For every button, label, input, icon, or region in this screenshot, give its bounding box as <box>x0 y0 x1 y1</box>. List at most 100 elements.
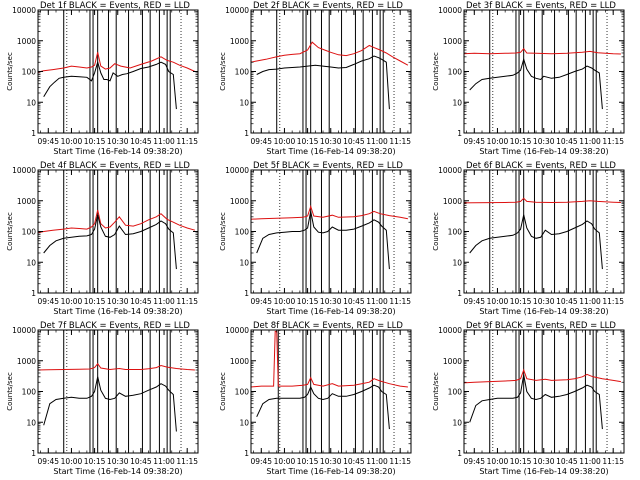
events-series-line <box>469 214 603 270</box>
y-axis-label: Counts/sec <box>219 212 227 251</box>
y-tick-label: 10 <box>239 98 249 107</box>
x-tick-label: 11:00 <box>366 457 388 466</box>
y-tick-label: 10 <box>239 258 249 267</box>
events-series-line <box>256 55 390 110</box>
x-tick-label: 09:45 <box>463 137 485 146</box>
x-tick-label: 11:15 <box>602 297 624 306</box>
y-tick-label: 100 <box>448 68 463 77</box>
y-tick-label: 1 <box>244 289 249 298</box>
events-series-line <box>43 214 177 270</box>
panel-title: Det 5f BLACK = Events, RED = LLD <box>253 161 403 171</box>
x-tick-label: 10:00 <box>61 137 83 146</box>
y-tick-label: 10000 <box>225 326 249 335</box>
x-tick-label: 11:15 <box>389 457 411 466</box>
y-tick-label: 100 <box>448 388 463 397</box>
y-tick-label: 10 <box>452 418 462 427</box>
y-tick-label: 10000 <box>12 326 36 335</box>
y-tick-label: 1000 <box>230 197 249 206</box>
y-tick-label: 1000 <box>230 37 249 46</box>
x-axis-label: Start Time (16-Feb-14 09:38:20) <box>479 307 608 316</box>
y-tick-label: 10 <box>452 98 462 107</box>
detector-panel: Det 2f BLACK = Events, RED = LLD 1 10 100 10… <box>219 1 412 156</box>
panel-title: Det 4f BLACK = Events, RED = LLD <box>40 161 190 171</box>
y-tick-label: 1000 <box>17 357 36 366</box>
x-tick-label: 11:15 <box>176 137 198 146</box>
x-tick-label: 10:15 <box>510 297 532 306</box>
events-series-line <box>256 384 390 430</box>
x-tick-label: 10:00 <box>61 297 83 306</box>
y-axis-label: Counts/sec <box>432 372 440 411</box>
lld-series-line <box>250 41 409 66</box>
y-axis-label: Counts/sec <box>6 52 14 91</box>
x-tick-label: 10:00 <box>487 457 509 466</box>
y-axis-label: Counts/sec <box>432 52 440 91</box>
detector-panel: Det 9f BLACK = Events, RED = LLD 1 10 100 10… <box>432 321 625 476</box>
x-tick-label: 09:45 <box>37 297 59 306</box>
x-axis-label: Start Time (16-Feb-14 09:38:20) <box>479 147 608 156</box>
x-axis-label: Start Time (16-Feb-14 09:38:20) <box>53 307 182 316</box>
y-tick-label: 1 <box>457 129 462 138</box>
x-tick-label: 10:30 <box>107 457 129 466</box>
y-tick-label: 1000 <box>443 197 462 206</box>
x-tick-label: 11:15 <box>176 297 198 306</box>
y-axis-label: Counts/sec <box>432 212 440 251</box>
y-tick-label: 10000 <box>12 166 36 175</box>
y-tick-label: 10000 <box>12 6 36 15</box>
x-tick-label: 10:00 <box>487 297 509 306</box>
x-axis-label: Start Time (16-Feb-14 09:38:20) <box>479 467 608 476</box>
x-tick-label: 10:45 <box>343 137 365 146</box>
x-axis-label: Start Time (16-Feb-14 09:38:20) <box>266 147 395 156</box>
x-tick-label: 11:15 <box>389 137 411 146</box>
x-tick-label: 10:45 <box>343 457 365 466</box>
x-tick-label: 10:30 <box>533 137 555 146</box>
x-tick-label: 10:15 <box>84 297 106 306</box>
x-tick-label: 10:45 <box>130 137 152 146</box>
panel-title: Det 1f BLACK = Events, RED = LLD <box>40 1 190 11</box>
x-tick-label: 09:45 <box>463 457 485 466</box>
lld-series-line <box>463 197 621 204</box>
y-tick-label: 1000 <box>230 357 249 366</box>
x-tick-label: 10:00 <box>274 137 296 146</box>
panel-title: Det 3f BLACK = Events, RED = LLD <box>466 1 616 11</box>
x-tick-label: 10:45 <box>343 297 365 306</box>
detector-panel: Det 4f BLACK = Events, RED = LLD 1 10 100 10… <box>6 161 199 316</box>
lld-series-line <box>250 330 408 388</box>
events-series-line <box>43 60 177 110</box>
y-axis-label: Counts/sec <box>6 372 14 411</box>
y-tick-label: 1000 <box>443 37 462 46</box>
y-tick-label: 1 <box>457 449 462 458</box>
x-tick-label: 11:00 <box>153 137 175 146</box>
x-tick-label: 10:15 <box>84 137 106 146</box>
x-tick-label: 11:15 <box>602 137 624 146</box>
x-tick-label: 10:00 <box>61 457 83 466</box>
detector-panel: Det 7f BLACK = Events, RED = LLD 1 10 100 10… <box>6 321 199 476</box>
panel-title: Det 9f BLACK = Events, RED = LLD <box>466 321 616 331</box>
y-axis-label: Counts/sec <box>219 372 227 411</box>
x-tick-label: 09:45 <box>463 297 485 306</box>
x-tick-label: 10:15 <box>297 297 319 306</box>
y-tick-label: 10 <box>452 258 462 267</box>
events-series-line <box>43 376 177 432</box>
y-tick-label: 100 <box>235 228 250 237</box>
x-tick-label: 10:15 <box>510 137 532 146</box>
y-tick-label: 100 <box>235 68 250 77</box>
events-series-line <box>256 211 390 270</box>
x-tick-label: 10:45 <box>130 297 152 306</box>
x-tick-label: 10:15 <box>84 457 106 466</box>
y-tick-label: 1 <box>31 449 36 458</box>
x-tick-label: 11:15 <box>389 297 411 306</box>
panel-title: Det 8f BLACK = Events, RED = LLD <box>253 321 403 331</box>
x-tick-label: 10:00 <box>487 137 509 146</box>
y-tick-label: 1 <box>457 289 462 298</box>
y-tick-label: 1000 <box>443 357 462 366</box>
lld-series-line <box>250 204 408 220</box>
lld-series-line <box>463 368 621 384</box>
detector-panel: Det 1f BLACK = Events, RED = LLD 1 10 100 10… <box>6 1 199 156</box>
x-tick-label: 10:30 <box>533 457 555 466</box>
x-tick-label: 11:00 <box>366 297 388 306</box>
y-tick-label: 10 <box>26 418 36 427</box>
panel-title: Det 7f BLACK = Events, RED = LLD <box>40 321 190 331</box>
y-axis-label: Counts/sec <box>6 212 14 251</box>
panel-title: Det 2f BLACK = Events, RED = LLD <box>253 1 403 11</box>
x-tick-label: 11:00 <box>579 137 601 146</box>
